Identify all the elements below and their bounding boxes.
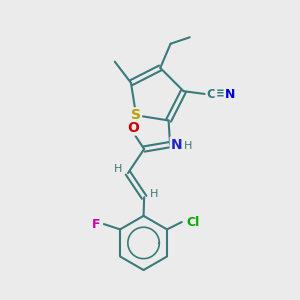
Text: H: H <box>114 164 123 174</box>
Text: N: N <box>225 88 235 100</box>
Text: N: N <box>171 138 182 152</box>
Text: F: F <box>92 218 100 231</box>
Text: Cl: Cl <box>186 215 200 229</box>
Text: H: H <box>184 141 192 151</box>
Text: H: H <box>150 189 159 199</box>
Text: S: S <box>131 108 141 122</box>
Text: O: O <box>127 121 139 134</box>
Text: ≡: ≡ <box>216 88 226 100</box>
Text: C: C <box>206 88 215 100</box>
